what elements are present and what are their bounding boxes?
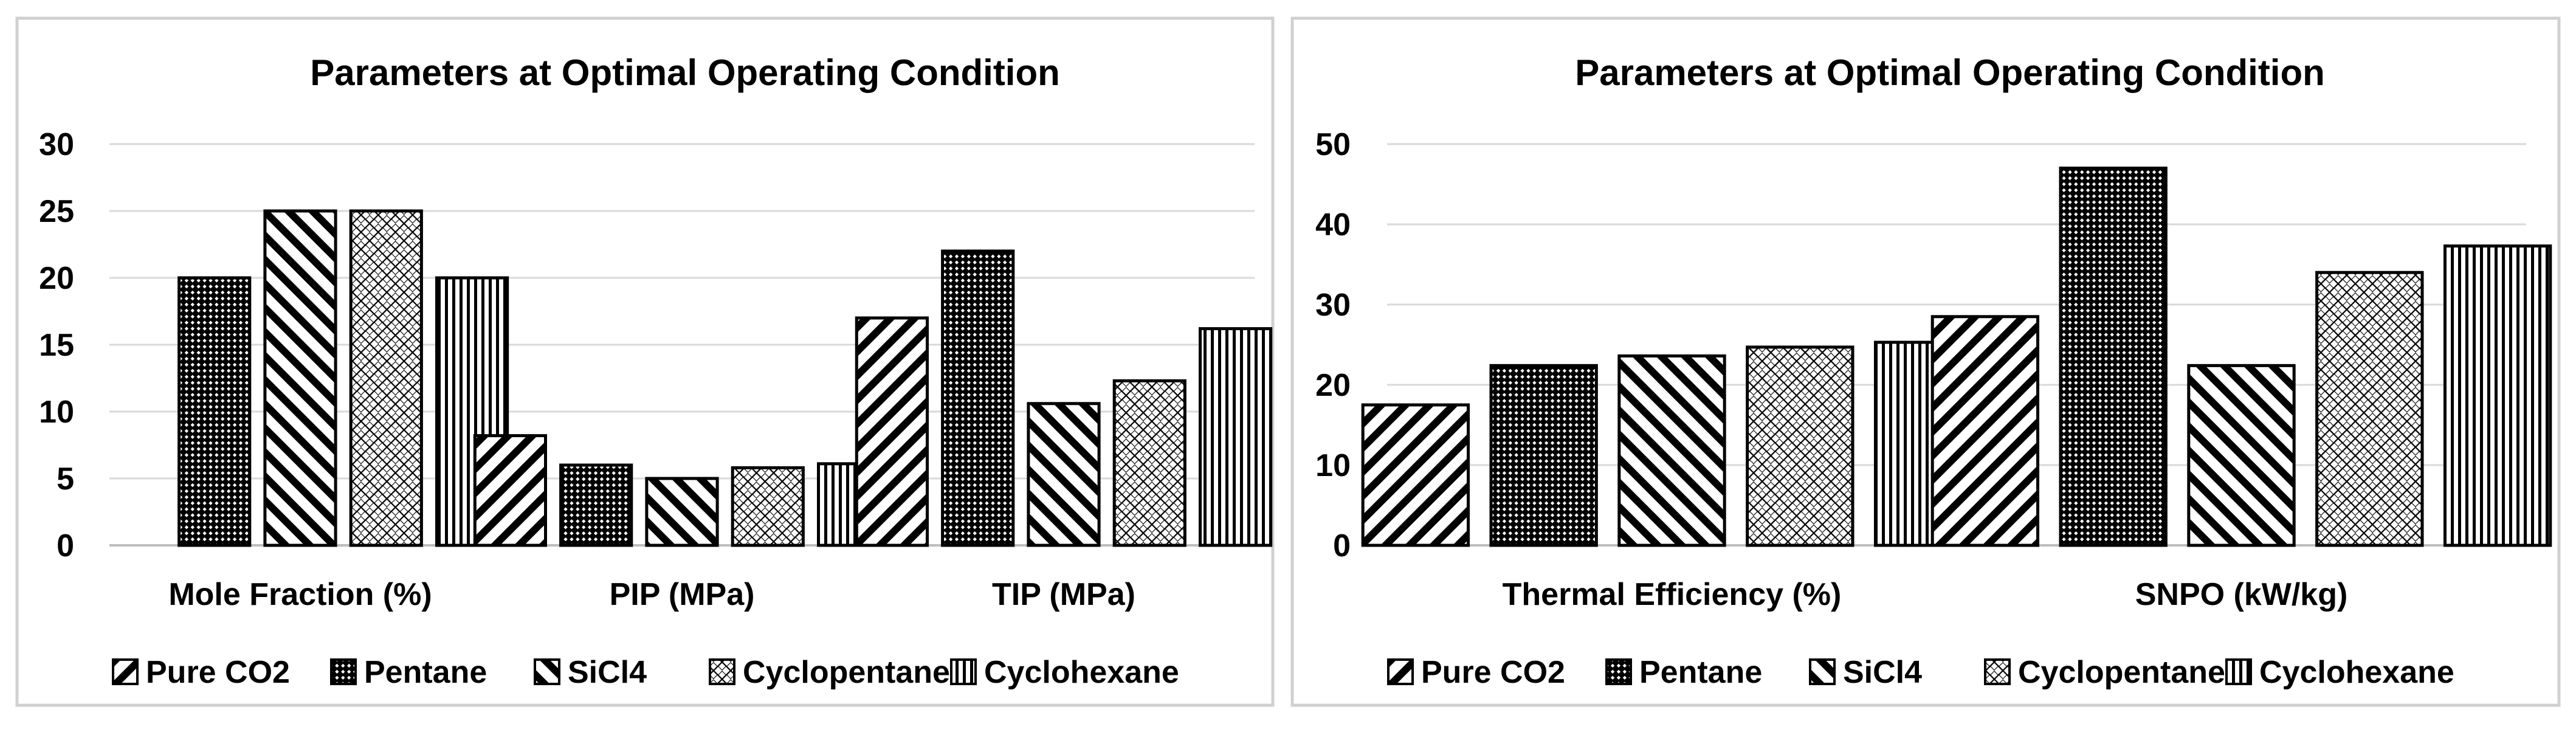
y-tick-label: 10 — [39, 395, 74, 430]
bar-sicl4 — [1617, 354, 1726, 547]
legend-label: Pure CO2 — [1421, 655, 1565, 690]
category-label: TIP (MPa) — [992, 577, 1135, 612]
legend-swatch — [534, 658, 560, 685]
y-tick-label: 10 — [1315, 448, 1351, 483]
legend-swatch — [2225, 658, 2252, 685]
legend-swatch — [112, 658, 139, 685]
chart-1: Parameters at Optimal Operating Conditio… — [15, 16, 1275, 707]
bar-pentane — [941, 249, 1015, 547]
bar-cyclopentane — [349, 209, 423, 547]
legend-label: Cyclopentane — [743, 655, 950, 690]
bar-cyclohexane — [1199, 327, 1273, 547]
category-label: Thermal Efficiency (%) — [1503, 577, 1842, 612]
legend-label: Cyclohexane — [2259, 655, 2454, 690]
y-tick-label: 50 — [1315, 127, 1351, 162]
y-tick-label: 20 — [39, 261, 74, 296]
legend-label: Pure CO2 — [146, 655, 290, 690]
bar-pure-co2 — [473, 434, 547, 547]
legend-label: Pentane — [1639, 655, 1762, 690]
legend-swatch — [1809, 658, 1836, 685]
bar-pentane — [1489, 364, 1598, 547]
y-tick-label: 30 — [1315, 288, 1351, 323]
legend-swatch — [950, 658, 977, 685]
legend-label: Pentane — [364, 655, 487, 690]
y-tick-label: 15 — [39, 328, 74, 363]
bar-cyclopentane — [1746, 345, 1855, 547]
bar-pentane — [2059, 167, 2168, 547]
y-tick-label: 0 — [1333, 528, 1351, 564]
y-tick-label: 40 — [1315, 207, 1351, 243]
y-tick-label: 0 — [57, 528, 74, 564]
legend-swatch — [1605, 658, 1632, 685]
y-tick-label: 20 — [1315, 368, 1351, 403]
chart-title: Parameters at Optimal Operating Conditio… — [310, 52, 1060, 93]
bar-pure-co2 — [1930, 315, 2040, 547]
bar-sicl4 — [2187, 364, 2296, 547]
legend-label: SiCl4 — [568, 655, 647, 690]
y-tick-label: 25 — [39, 194, 74, 229]
y-tick-label: 5 — [57, 461, 74, 497]
bar-cyclopentane — [2315, 271, 2424, 547]
bar-cyclohexane — [2443, 244, 2552, 547]
legend-swatch — [709, 658, 735, 685]
legend-label: Cyclohexane — [984, 655, 1179, 690]
bar-sicl4 — [645, 477, 719, 547]
category-label: Mole Fraction (%) — [168, 577, 432, 612]
legend-label: SiCl4 — [1843, 655, 1922, 690]
bar-pentane — [177, 276, 252, 547]
bar-pure-co2 — [1361, 403, 1470, 547]
bar-cyclopentane — [731, 466, 805, 547]
bar-sicl4 — [1027, 402, 1101, 547]
legend-label: Cyclopentane — [2018, 655, 2225, 690]
y-tick-label: 30 — [39, 127, 74, 162]
bar-pure-co2 — [855, 316, 929, 547]
bar-pentane — [559, 463, 633, 547]
chart-title: Parameters at Optimal Operating Conditio… — [1575, 52, 2325, 93]
category-label: SNPO (kW/kg) — [2135, 577, 2348, 612]
legend-swatch — [1387, 658, 1414, 685]
legend-swatch — [330, 658, 357, 685]
category-label: PIP (MPa) — [610, 577, 755, 612]
bar-sicl4 — [263, 209, 337, 547]
chart-2: Parameters at Optimal Operating Conditio… — [1290, 16, 2561, 707]
bar-cyclopentane — [1112, 379, 1186, 547]
legend-swatch — [1984, 658, 2011, 685]
